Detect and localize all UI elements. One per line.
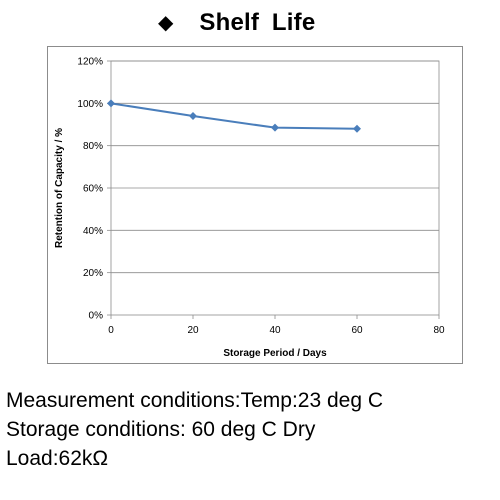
data-point xyxy=(189,112,197,121)
y-axis-title: Retention of Capacity / % xyxy=(54,128,65,248)
conditions-notes: Measurement conditions:Temp:23 deg C Sto… xyxy=(6,386,500,473)
y-tick-label: 120% xyxy=(77,57,103,68)
y-tick-label: 20% xyxy=(83,268,103,279)
storage-conditions: Storage conditions: 60 deg C Dry xyxy=(6,418,316,441)
measurement-conditions: Measurement conditions:Temp:23 deg C xyxy=(6,389,384,412)
data-point xyxy=(107,99,115,108)
diamond-icon: ◆ xyxy=(158,12,174,34)
y-tick-label: 40% xyxy=(83,226,103,237)
chart-frame: 0% 20% 40% 60% 80% 100% 120% 0 20 40 60 80 Storage P… xyxy=(47,46,463,364)
load-condition: Load:62kΩ xyxy=(6,447,109,470)
x-tick-label: 80 xyxy=(433,325,445,336)
chart-heading: ◆ Shelf Life xyxy=(158,8,315,38)
page-title: Shelf Life xyxy=(199,9,316,36)
y-tick-label: 80% xyxy=(83,141,103,152)
y-tick-label: 100% xyxy=(77,99,103,110)
x-axis-title: Storage Period / Days xyxy=(223,348,327,359)
x-tick-label: 20 xyxy=(187,325,199,336)
x-tick-label: 60 xyxy=(351,325,363,336)
y-tick-label: 0% xyxy=(89,311,104,322)
series-line xyxy=(110,102,358,130)
data-point xyxy=(353,124,361,133)
shelf-life-chart: 0% 20% 40% 60% 80% 100% 120% 0 20 40 60 80 Storage P… xyxy=(54,57,445,360)
data-point xyxy=(271,123,279,132)
x-tick-label: 40 xyxy=(269,325,281,336)
x-tick-label: 0 xyxy=(108,325,114,336)
y-tick-label: 60% xyxy=(83,184,103,195)
